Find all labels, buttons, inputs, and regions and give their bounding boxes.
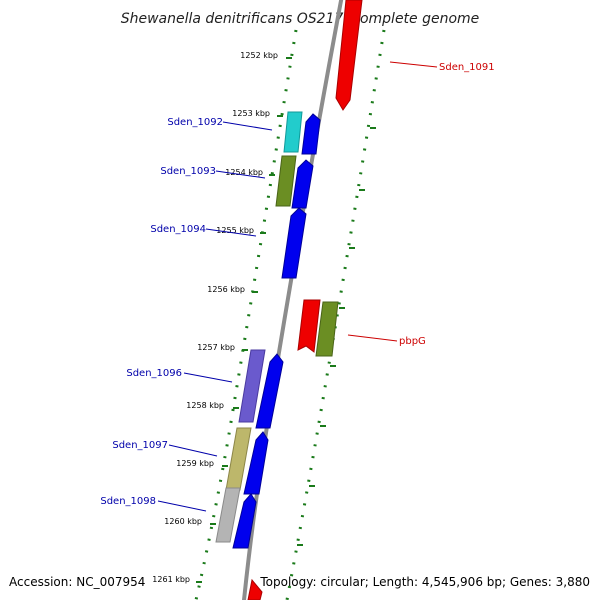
gene-sden-1097[interactable]	[225, 427, 269, 495]
forward-gene-arrow[interactable]	[232, 493, 257, 549]
gene-sden-1098[interactable]	[215, 487, 257, 549]
gene-label-sden-1091[interactable]: Sden_1091	[439, 62, 495, 73]
ruler-label: 1261 kbp	[152, 575, 190, 584]
genome-summary-text: Topology: circular; Length: 4,545,906 bp…	[259, 575, 590, 589]
gene-bottom-reverse[interactable]	[247, 578, 263, 600]
ruler-label: 1257 kbp	[197, 343, 235, 352]
forward-gene-arrow[interactable]	[243, 431, 269, 495]
gene-sden-1094[interactable]	[281, 207, 307, 279]
ruler-label: 1253 kbp	[232, 109, 270, 118]
gene-label-sden-1096[interactable]: Sden_1096	[126, 368, 182, 379]
reverse-gene-arrow[interactable]	[297, 299, 321, 353]
left-tick-track	[194, 29, 298, 600]
reverse-gene-arrow[interactable]	[247, 578, 263, 600]
map-title: Shewanella denitrificans OS217, complete…	[121, 11, 480, 27]
gene-labels-right: Sden_1091 pbpG	[347, 61, 495, 347]
gene-sden-1096[interactable]	[238, 349, 284, 429]
gene-label-sden-1094[interactable]: Sden_1094	[150, 224, 206, 235]
cog-block	[238, 349, 266, 423]
gene-label-sden-1097[interactable]: Sden_1097	[112, 440, 168, 451]
ruler-label: 1260 kbp	[164, 517, 202, 526]
ruler-label: 1259 kbp	[176, 459, 214, 468]
accession-text: Accession: NC_007954	[9, 575, 145, 589]
ruler-label: 1252 kbp	[240, 51, 278, 60]
gene-label-pbpg[interactable]: pbpG	[399, 336, 426, 347]
genome-backbone	[242, 0, 344, 600]
gene-pbpg[interactable]	[297, 299, 339, 357]
gene-label-sden-1092[interactable]: Sden_1092	[167, 117, 223, 128]
ruler-label: 1258 kbp	[186, 401, 224, 410]
gene-sden-1093[interactable]	[275, 155, 314, 209]
ruler-label: 1256 kbp	[207, 285, 245, 294]
forward-gene-arrow[interactable]	[255, 353, 284, 429]
forward-gene-arrow[interactable]	[291, 159, 314, 209]
cog-block	[215, 487, 241, 543]
reverse-gene-arrow[interactable]	[335, 0, 363, 111]
gene-labels-left: Sden_1092 Sden_1093 Sden_1094 Sden_1096 …	[100, 117, 273, 512]
forward-gene-arrow[interactable]	[281, 207, 307, 279]
ruler: 1252 kbp 1253 kbp 1254 kbp 1255 kbp 1256…	[152, 51, 292, 584]
cog-block	[275, 155, 297, 207]
ruler-label: 1254 kbp	[225, 168, 263, 177]
cog-block	[283, 111, 303, 153]
cog-block	[315, 301, 339, 357]
gene-label-sden-1098[interactable]: Sden_1098	[100, 496, 156, 507]
forward-gene-arrow[interactable]	[301, 113, 321, 155]
gene-label-sden-1093[interactable]: Sden_1093	[160, 166, 216, 177]
gene-sden-1091[interactable]	[335, 0, 363, 111]
ruler-label: 1255 kbp	[216, 226, 254, 235]
right-ticks	[297, 127, 376, 546]
gene-sden-1092[interactable]	[283, 111, 321, 155]
